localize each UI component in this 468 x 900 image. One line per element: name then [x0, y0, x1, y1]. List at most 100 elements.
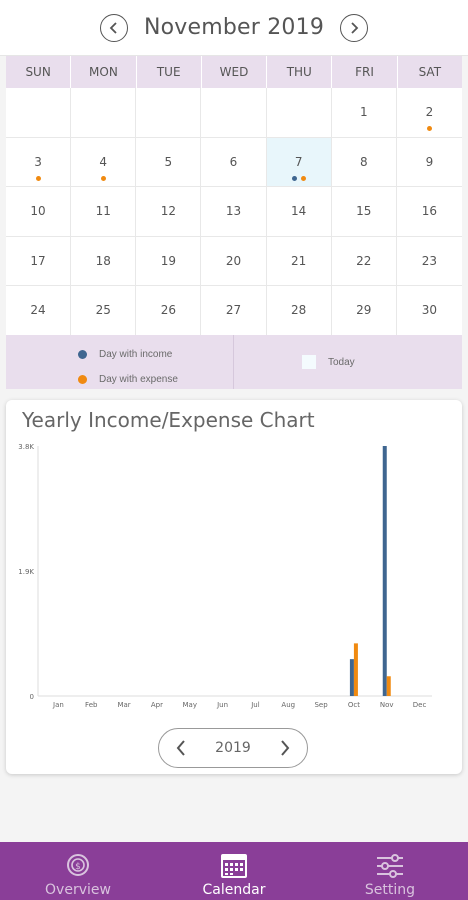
day-cell-12[interactable]: 12	[136, 187, 202, 237]
day-number: 25	[95, 303, 111, 318]
legend-today-label: Today	[328, 356, 355, 368]
day-cell-27[interactable]: 27	[201, 286, 267, 336]
day-cell-29[interactable]: 29	[331, 286, 397, 336]
prev-year-button[interactable]	[171, 738, 191, 758]
day-cell-8[interactable]: 8	[331, 137, 397, 188]
day-number: 15	[356, 204, 372, 219]
next-month-button[interactable]	[340, 13, 369, 42]
expense-bar-nov	[386, 676, 391, 696]
day-number: 19	[160, 253, 176, 268]
nav-overview-label: Overview	[45, 882, 111, 898]
day-cell-18[interactable]: 18	[71, 236, 137, 287]
day-cell-30[interactable]: 30	[396, 286, 462, 336]
nav-calendar-label: Calendar	[202, 882, 266, 898]
chart-title: Yearly Income/Expense Chart	[22, 408, 315, 432]
empty-day-cell	[71, 88, 137, 138]
x-tick-label: Apr	[151, 701, 163, 709]
svg-text:$: $	[75, 862, 81, 872]
prev-month-button[interactable]	[99, 13, 128, 42]
x-tick-label: May	[183, 701, 197, 709]
legend-income-label: Day with income	[99, 348, 173, 360]
day-number: 13	[225, 204, 242, 219]
day-number: 11	[95, 204, 111, 219]
nav-setting[interactable]: Setting	[312, 842, 468, 900]
expense-dot-icon	[78, 374, 87, 384]
day-cell-9[interactable]: 9	[396, 138, 462, 188]
nav-calendar[interactable]: Calendar	[156, 842, 312, 900]
weekday-fri: FRI	[331, 56, 396, 88]
empty-day-cell	[6, 88, 72, 138]
day-cell-20[interactable]: 20	[201, 236, 267, 287]
day-number: 9	[425, 154, 434, 169]
day-cell-16[interactable]: 16	[396, 187, 462, 237]
empty-day-cell	[201, 88, 267, 138]
x-tick-label: Dec	[413, 701, 427, 709]
income-dot-icon	[291, 175, 297, 181]
nav-overview[interactable]: $ Overview	[0, 842, 156, 900]
day-cell-19[interactable]: 19	[136, 236, 202, 287]
income-bar-nov	[382, 446, 387, 696]
day-cell-21[interactable]: 21	[266, 236, 332, 287]
chevron-left-icon	[109, 21, 117, 34]
day-cell-6[interactable]: 6	[201, 137, 267, 188]
day-cell-14[interactable]: 14	[266, 187, 332, 237]
dollar-cycle-icon: $	[67, 854, 89, 876]
chevron-right-icon	[281, 740, 290, 756]
empty-day-cell	[136, 88, 202, 138]
next-year-button[interactable]	[275, 738, 295, 758]
legend-expense: Day with expense	[78, 370, 233, 388]
income-dot-icon	[78, 349, 87, 359]
weekday-header: SUN MON TUE WED THU FRI SAT	[6, 56, 462, 88]
x-tick-label: Aug	[281, 701, 295, 709]
day-cell-26[interactable]: 26	[136, 286, 202, 336]
day-cell-28[interactable]: 28	[266, 286, 332, 336]
weekday-mon: MON	[70, 56, 135, 88]
sliders-icon	[377, 854, 403, 878]
weekday-sat: SAT	[396, 56, 462, 88]
day-cell-24[interactable]: 24	[6, 286, 72, 336]
day-cell-1[interactable]: 1	[331, 88, 397, 138]
day-cell-11[interactable]: 11	[71, 187, 137, 237]
x-tick-label: Jul	[250, 701, 260, 709]
x-tick-label: Jun	[216, 701, 228, 709]
day-cell-10[interactable]: 10	[6, 187, 72, 237]
month-header: November 2019	[0, 0, 468, 56]
day-cell-23[interactable]: 23	[396, 237, 462, 287]
weekday-wed: WED	[200, 56, 266, 88]
year-selector: 2019	[158, 728, 308, 768]
x-tick-label: Nov	[380, 701, 394, 709]
day-cell-4[interactable]: 4	[71, 137, 137, 188]
x-tick-label: Sep	[314, 701, 328, 709]
day-number: 14	[290, 204, 307, 219]
day-cell-13[interactable]: 13	[201, 187, 267, 237]
day-cell-17[interactable]: 17	[6, 236, 72, 287]
y-tick-label: 3.8K	[18, 443, 34, 451]
day-cell-5[interactable]: 5	[136, 137, 202, 188]
empty-day-cell	[266, 88, 332, 138]
day-number: 30	[421, 303, 438, 318]
day-number: 1	[359, 105, 368, 119]
day-number: 8	[359, 154, 368, 169]
legend-income: Day with income	[78, 345, 233, 363]
today-swatch-icon	[302, 355, 316, 369]
day-cell-25[interactable]: 25	[71, 286, 137, 336]
calendar-grid: 1 2 3 4 5 6 7 8 9 10 11 12 13 14 15 16 17 18 19 20 21 22 23 24 2…	[6, 88, 462, 336]
calendar-icon	[221, 854, 247, 878]
day-number: 26	[160, 303, 176, 318]
yearly-chart: 0 1.9K 3.8K Jan Feb Mar Apr May Jun Jul Aug Sep Oct N…	[18, 443, 432, 709]
day-cell-15[interactable]: 15	[331, 187, 397, 237]
day-cell-2[interactable]: 2	[396, 88, 462, 138]
expense-dot-icon	[35, 175, 41, 181]
day-cell-7[interactable]: 7	[266, 137, 332, 188]
weekday-tue: TUE	[135, 56, 201, 88]
day-cell-22[interactable]: 22	[331, 236, 397, 287]
income-bar-oct	[349, 659, 354, 696]
weekday-sun: SUN	[25, 65, 51, 79]
y-tick-label: 1.9K	[18, 568, 34, 576]
nav-setting-label: Setting	[364, 882, 416, 898]
day-number: 17	[30, 253, 46, 268]
day-number: 10	[30, 204, 46, 219]
day-number: 4	[99, 154, 108, 169]
expense-bar-oct	[353, 643, 358, 696]
day-cell-3[interactable]: 3	[6, 137, 72, 188]
